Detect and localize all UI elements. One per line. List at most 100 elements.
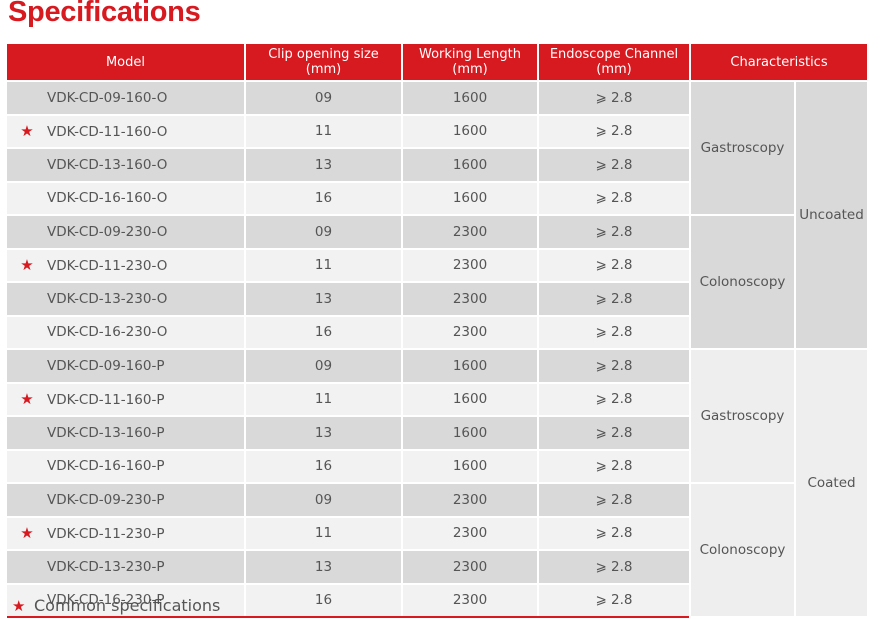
model-cell: VDK-CD-16-230-P [7, 582, 246, 618]
model-cell: VDK-CD-16-160-O [7, 180, 246, 216]
clip-opening-cell: 13 [244, 549, 403, 585]
working-length-cell: 2300 [401, 582, 539, 618]
clip-opening-cell: 09 [244, 348, 403, 384]
model-cell: VDK-CD-13-160-P [7, 415, 246, 451]
header-endoscope-channel: Endoscope Channel (mm) [537, 44, 691, 82]
model-cell: VDK-CD-13-230-P [7, 549, 246, 585]
working-length-cell: 1600 [401, 113, 539, 149]
channel-cell: ⩾ 2.8 [537, 113, 691, 149]
clip-opening-cell: 16 [244, 314, 403, 350]
channel-cell: ⩾ 2.8 [537, 281, 691, 317]
coating-cell: Uncoated [793, 80, 868, 350]
working-length-cell: 2300 [401, 214, 539, 250]
table-row: VDK-CD-09-160-P 09 1600 ⩾ 2.8 Gastroscopy Coa… [7, 348, 868, 618]
specifications-table: Model Clip opening size (mm) Working Len… [7, 44, 868, 618]
working-length-cell: 2300 [401, 247, 539, 283]
header-row: Model Clip opening size (mm) Working Len… [7, 44, 868, 82]
clip-opening-cell: 09 [244, 214, 403, 250]
channel-cell: ⩾ 2.8 [537, 247, 691, 283]
table-row: ★ VDK-CD-11-230-O 11 2300 ⩾ 2.8 [7, 247, 867, 283]
star-icon: ★ [20, 122, 34, 141]
table-row: VDK-CD-09-230-O 09 2300 ⩾ 2.8 Colonoscopy [7, 214, 867, 350]
table-row: VDK-CD-09-230-P 09 2300 ⩾ 2.8 Colonoscopy [7, 482, 867, 618]
model-name: VDK-CD-13-230-P [47, 558, 165, 575]
model-name: VDK-CD-11-160-P [47, 392, 165, 409]
table-row: VDK-CD-13-160-P 13 1600 ⩾ 2.8 [7, 415, 867, 451]
table-row: VDK-CD-13-230-P 13 2300 ⩾ 2.8 [7, 549, 867, 585]
header-working-length: Working Length (mm) [401, 44, 539, 82]
star-icon: ★ [20, 390, 34, 409]
working-length-cell: 2300 [401, 515, 539, 551]
clip-opening-cell: 11 [244, 113, 403, 149]
model-cell: VDK-CD-13-230-O [7, 281, 246, 317]
working-length-cell: 2300 [401, 549, 539, 585]
model-name: VDK-CD-09-230-O [47, 223, 168, 240]
model-cell: VDK-CD-09-230-P [7, 482, 246, 518]
star-icon: ★ [12, 597, 26, 615]
table-row: ★ VDK-CD-11-160-P 11 1600 ⩾ 2.8 [7, 381, 867, 417]
channel-cell: ⩾ 2.8 [537, 214, 691, 250]
model-name: VDK-CD-16-160-P [47, 458, 165, 475]
model-name: VDK-CD-11-160-O [47, 124, 168, 141]
clip-opening-cell: 09 [244, 80, 403, 116]
channel-cell: ⩾ 2.8 [537, 314, 691, 350]
working-length-cell: 1600 [401, 180, 539, 216]
model-name: VDK-CD-16-160-O [47, 190, 168, 207]
page-title: Specifications [8, 0, 201, 28]
clip-opening-cell: 11 [244, 381, 403, 417]
clip-opening-cell: 11 [244, 247, 403, 283]
header-characteristics: Characteristics [688, 44, 868, 82]
working-length-cell: 1600 [401, 348, 539, 384]
working-length-cell: 1600 [401, 448, 539, 484]
application-cell: Gastroscopy [689, 348, 796, 484]
model-cell: VDK-CD-09-160-O [7, 80, 246, 116]
channel-cell: ⩾ 2.8 [537, 415, 691, 451]
table-row: VDK-CD-13-230-O 13 2300 ⩾ 2.8 [7, 281, 867, 317]
model-cell: ★ VDK-CD-11-230-P [7, 515, 246, 551]
channel-cell: ⩾ 2.8 [537, 515, 691, 551]
table-row: VDK-CD-16-160-O 16 1600 ⩾ 2.8 [7, 180, 867, 216]
model-name: VDK-CD-11-230-P [47, 526, 165, 543]
model-cell: VDK-CD-16-160-P [7, 448, 246, 484]
model-name: VDK-CD-16-230-O [47, 324, 168, 341]
clip-opening-cell: 11 [244, 515, 403, 551]
channel-cell: ⩾ 2.8 [537, 582, 691, 618]
coating-cell: Coated [793, 348, 868, 618]
working-length-cell: 1600 [401, 80, 539, 116]
model-name: VDK-CD-16-230-P [47, 592, 165, 609]
channel-cell: ⩾ 2.8 [537, 448, 691, 484]
model-cell: ★ VDK-CD-11-230-O [7, 247, 246, 283]
model-cell: VDK-CD-09-160-P [7, 348, 246, 384]
model-cell: VDK-CD-16-230-O [7, 314, 246, 350]
table-row: VDK-CD-13-160-O 13 1600 ⩾ 2.8 [7, 147, 867, 183]
working-length-cell: 2300 [401, 314, 539, 350]
model-cell: VDK-CD-09-230-O [7, 214, 246, 250]
application-cell: Colonoscopy [689, 482, 795, 618]
channel-cell: ⩾ 2.8 [537, 348, 691, 384]
channel-cell: ⩾ 2.8 [537, 180, 691, 216]
model-name: VDK-CD-09-230-P [47, 491, 165, 508]
channel-cell: ⩾ 2.8 [537, 549, 691, 585]
model-name: VDK-CD-09-160-P [47, 357, 165, 374]
working-length-cell: 2300 [401, 482, 539, 518]
table-row: ★ VDK-CD-11-160-O 11 1600 ⩾ 2.8 [7, 113, 867, 149]
model-cell: ★ VDK-CD-11-160-O [7, 113, 246, 149]
star-icon: ★ [20, 256, 34, 275]
table-row: VDK-CD-16-230-O 16 2300 ⩾ 2.8 [7, 314, 867, 350]
model-cell: VDK-CD-13-160-O [7, 147, 246, 183]
table-row: VDK-CD-16-230-P 16 2300 ⩾ 2.8 [7, 582, 867, 618]
legend-text: Common specifications [34, 596, 221, 615]
clip-opening-cell: 13 [244, 281, 403, 317]
clip-opening-cell: 13 [244, 147, 403, 183]
application-cell: Colonoscopy [689, 214, 795, 350]
channel-cell: ⩾ 2.8 [537, 80, 691, 116]
model-name: VDK-CD-13-160-O [47, 156, 168, 173]
table-row: ★ VDK-CD-11-230-P 11 2300 ⩾ 2.8 [7, 515, 867, 551]
star-icon: ★ [20, 524, 34, 543]
clip-opening-cell: 13 [244, 415, 403, 451]
clip-opening-cell: 16 [244, 582, 403, 618]
legend: ★ Common specifications [12, 596, 220, 615]
table-row: VDK-CD-16-160-P 16 1600 ⩾ 2.8 [7, 448, 867, 484]
header-model: Model [7, 44, 246, 82]
table-row: VDK-CD-09-160-O 09 1600 ⩾ 2.8 Gastroscopy Unc… [7, 80, 868, 350]
